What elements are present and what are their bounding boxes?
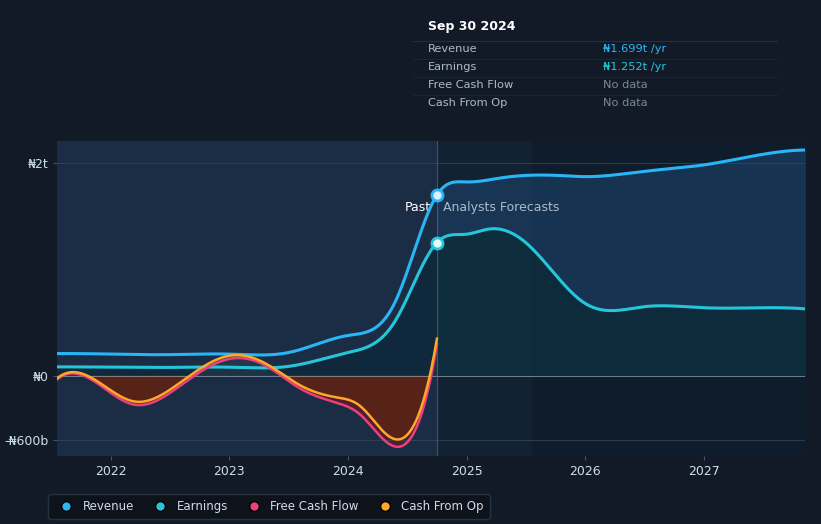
Text: Cash From Op: Cash From Op [428,98,507,108]
Bar [532,141,805,456]
Legend: Revenue, Earnings, Free Cash Flow, Cash From Op: Revenue, Earnings, Free Cash Flow, Cash … [48,494,489,519]
Text: Earnings: Earnings [428,62,477,72]
Bar [57,141,437,456]
Text: Sep 30 2024: Sep 30 2024 [428,20,515,34]
Text: ₦1.252t /yr: ₦1.252t /yr [603,62,666,72]
Text: Revenue: Revenue [428,44,477,54]
Text: ₦1.699t /yr: ₦1.699t /yr [603,44,666,54]
Text: Free Cash Flow: Free Cash Flow [428,80,513,90]
Text: Analysts Forecasts: Analysts Forecasts [443,201,559,214]
Bar [437,141,532,456]
Text: No data: No data [603,80,648,90]
Text: Past: Past [405,201,431,214]
Text: No data: No data [603,98,648,108]
